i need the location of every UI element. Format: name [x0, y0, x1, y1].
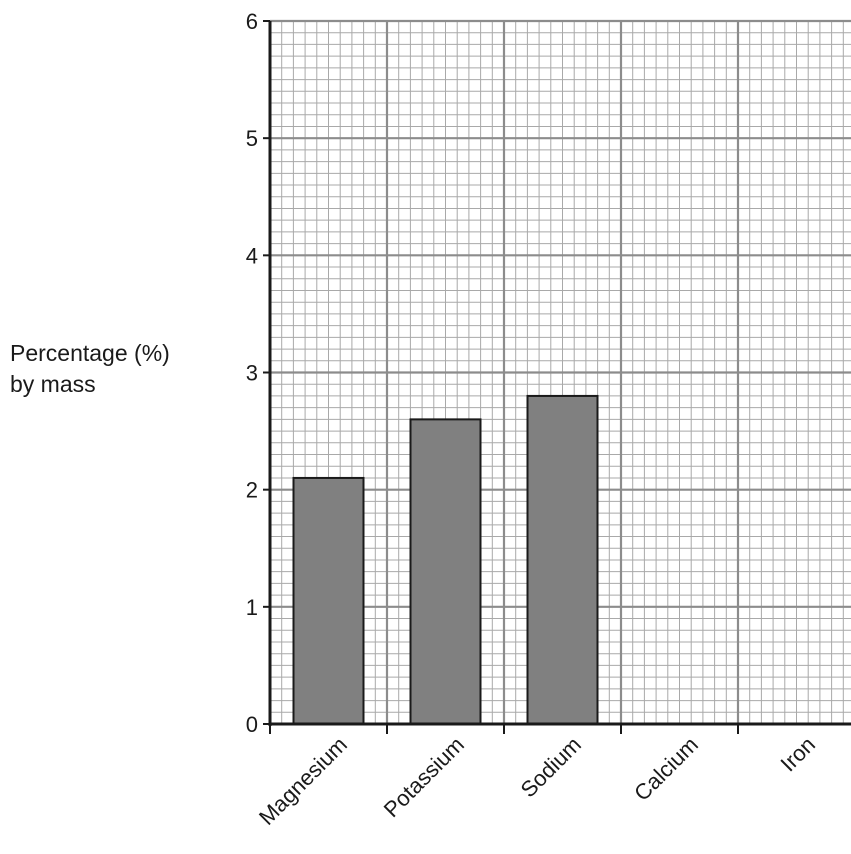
- x-tick-label-magnesium: Magnesium: [254, 732, 352, 830]
- y-tick-label: 1: [246, 595, 258, 620]
- y-axis-label-line-2: by mass: [10, 371, 96, 397]
- bars: [292, 394, 599, 726]
- x-tick-label-iron: Iron: [776, 732, 820, 776]
- bar-sodium: [526, 394, 599, 725]
- axes: [263, 20, 851, 734]
- bar-potassium: [409, 418, 482, 725]
- y-axis-label-line-1: Percentage (%): [10, 340, 170, 366]
- y-tick-label: 5: [246, 126, 258, 151]
- y-tick-label: 6: [246, 9, 258, 34]
- y-tick-label: 4: [246, 243, 258, 268]
- x-tick-label-potassium: Potassium: [379, 732, 469, 822]
- y-axis-label: Percentage (%) by mass: [10, 338, 170, 400]
- y-tick-label: 2: [246, 478, 258, 503]
- y-tick-label: 3: [246, 361, 258, 386]
- x-tick-label-sodium: Sodium: [516, 732, 586, 802]
- y-tick-label: 0: [246, 712, 258, 737]
- bar-magnesium: [292, 476, 365, 726]
- x-tick-label-calcium: Calcium: [629, 732, 703, 806]
